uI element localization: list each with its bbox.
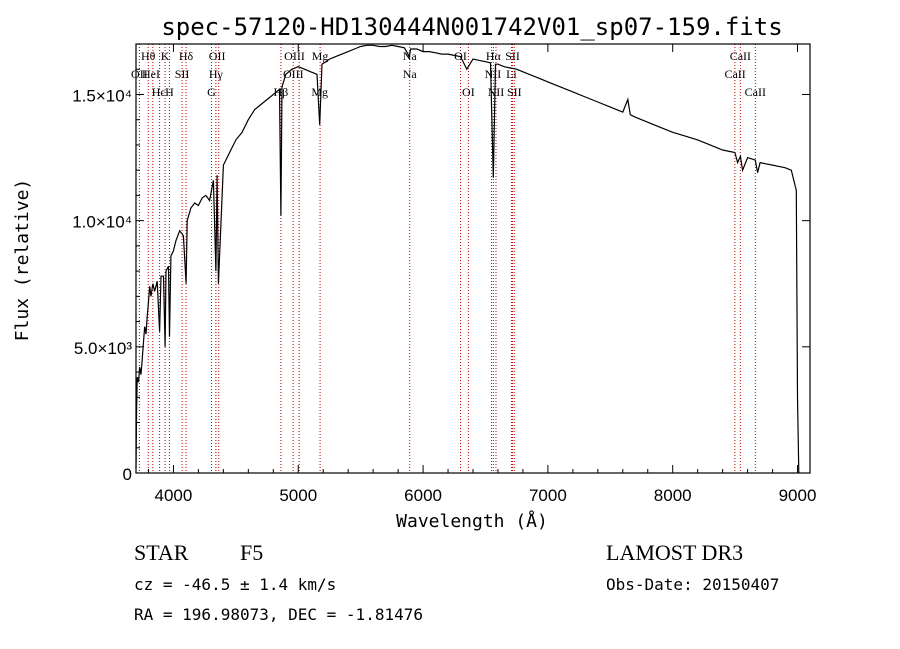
y-axis-label: Flux (relative) — [12, 179, 33, 342]
line-label-level2-8: CaII — [724, 67, 745, 81]
line-label-level2-4: OIII — [283, 67, 304, 81]
line-label-level1-4: OIII — [284, 49, 305, 63]
line-label-level1-2: Hδ — [179, 49, 194, 63]
y-tick-label-0: 0 — [123, 465, 132, 484]
line-label-level3-0: Hϵ — [152, 85, 166, 99]
line-label-level2-6: NII — [485, 67, 502, 81]
x-tick-label-3: 7000 — [529, 486, 567, 505]
line-label-level3-2: G — [207, 85, 216, 99]
line-label-level3-8: CaII — [745, 85, 766, 99]
y-tick-label-1: 5.0×10³ — [74, 339, 132, 358]
x-axis-ticks: 4000 5000 6000 7000 8000 9000 — [147, 44, 817, 505]
line-label-level2-1: HeI — [142, 67, 160, 81]
y-tick-label-2: 1.0×10⁴ — [72, 213, 132, 232]
line-label-level2-3: Hγ — [209, 67, 224, 81]
line-label-level2-5: Na — [403, 67, 418, 81]
object-class: STAR — [134, 540, 189, 565]
line-label-level1-3: OII — [209, 49, 226, 63]
spectrum-line — [135, 44, 800, 474]
line-label-level1-1: K — [161, 49, 170, 63]
line-label-level3-4: Mg — [311, 85, 328, 99]
line-label-level3-3: Hβ — [274, 85, 289, 99]
line-label-level1-5: Mg — [312, 49, 329, 63]
object-subclass: F5 — [240, 540, 263, 565]
survey-name: LAMOST DR3 — [606, 540, 743, 565]
line-label-level1-0: Hθ — [141, 49, 156, 63]
y-tick-label-3: 1.5×10⁴ — [72, 86, 132, 105]
x-tick-label-1: 5000 — [279, 486, 317, 505]
line-label-level2-2: SII — [175, 67, 190, 81]
chart-title: spec-57120-HD130444N001742V01_sp07-159.f… — [161, 13, 782, 41]
x-axis-label: Wavelength (Å) — [396, 510, 548, 532]
line-label-level3-1: H — [165, 85, 174, 99]
x-tick-label-0: 4000 — [155, 486, 193, 505]
y-axis-ticks: 0 5.0×10³ 1.0×10⁴ 1.5×10⁴ — [72, 68, 810, 484]
line-label-level2-0: OII — [131, 67, 148, 81]
x-tick-label-4: 8000 — [654, 486, 692, 505]
redshift-text: cz = -46.5 ± 1.4 km/s — [134, 575, 336, 594]
line-label-level3-6: NII — [488, 85, 505, 99]
coordinates-text: RA = 196.98073, DEC = -1.81476 — [134, 605, 423, 624]
line-label-level1-8: Hα — [486, 49, 502, 63]
line-label-level3-7: SII — [507, 85, 522, 99]
x-tick-label-5: 9000 — [779, 486, 817, 505]
line-label-level1-10: CaII — [730, 49, 751, 63]
plot-frame — [135, 43, 811, 474]
x-tick-label-2: 6000 — [404, 486, 442, 505]
line-label-level2-7: Li — [506, 67, 517, 81]
line-label-level1-9: SII — [505, 49, 520, 63]
obs-date-text: Obs-Date: 20150407 — [606, 575, 779, 594]
line-label-level3-5: OI — [462, 85, 475, 99]
line-markers — [138, 44, 756, 473]
